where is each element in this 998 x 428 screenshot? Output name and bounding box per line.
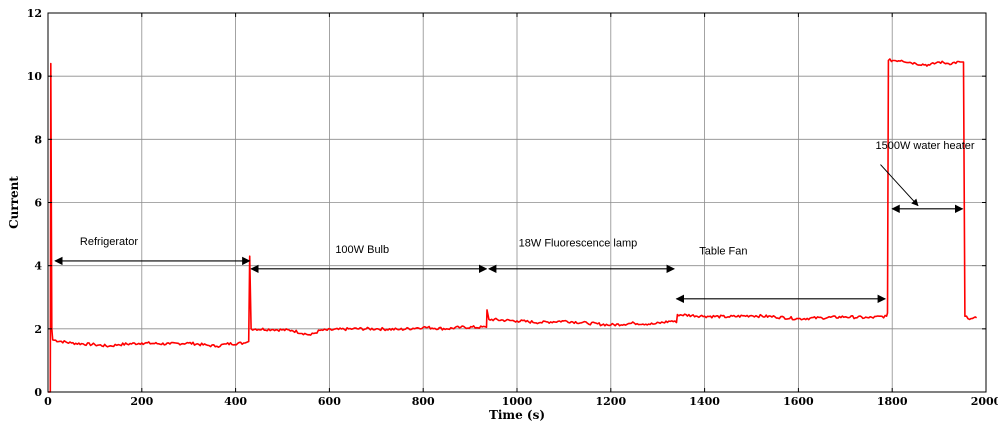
x-tick-label: 1800 bbox=[877, 395, 908, 408]
y-tick-label: 8 bbox=[34, 133, 42, 146]
x-tick-label: 800 bbox=[412, 395, 435, 408]
y-axis-title: Current bbox=[7, 176, 21, 229]
x-tick-label: 600 bbox=[318, 395, 341, 408]
y-tick-label: 0 bbox=[34, 386, 42, 399]
y-tick-label: 10 bbox=[27, 70, 43, 83]
x-tick-label: 400 bbox=[224, 395, 247, 408]
annotation-label: Table Fan bbox=[699, 246, 747, 258]
annotation-label: 1500W water heater bbox=[875, 140, 974, 152]
annotation-label: Refrigerator bbox=[80, 236, 138, 248]
x-tick-label: 200 bbox=[130, 395, 153, 408]
annotation-pointer-arrow bbox=[880, 164, 919, 207]
x-axis-title: Time (s) bbox=[489, 408, 545, 422]
y-tick-label: 4 bbox=[34, 260, 42, 273]
annotation-layer: Refrigerator 100W Bulb 18W Fluorescence la… bbox=[54, 140, 975, 304]
tick-label-layer: 0 200 400 600 800 1000 1200 1400 1600 1800 2000 0 2 4… bbox=[27, 7, 998, 408]
annotation-label: 18W Fluorescence lamp bbox=[519, 238, 638, 250]
annotation-label: 100W Bulb bbox=[335, 244, 389, 256]
x-tick-label: 2000 bbox=[971, 395, 998, 408]
y-tick-label: 12 bbox=[27, 7, 42, 20]
x-tick-label: 1000 bbox=[502, 395, 533, 408]
y-tick-label: 2 bbox=[34, 323, 42, 336]
x-tick-label: 1400 bbox=[689, 395, 720, 408]
y-tick-label: 6 bbox=[34, 197, 42, 210]
data-line-layer bbox=[48, 58, 978, 393]
x-tick-label: 1200 bbox=[595, 395, 626, 408]
x-tick-label: 1600 bbox=[783, 395, 814, 408]
current-series-line bbox=[48, 58, 978, 393]
grid-layer bbox=[48, 13, 986, 392]
x-tick-label: 0 bbox=[44, 395, 52, 408]
